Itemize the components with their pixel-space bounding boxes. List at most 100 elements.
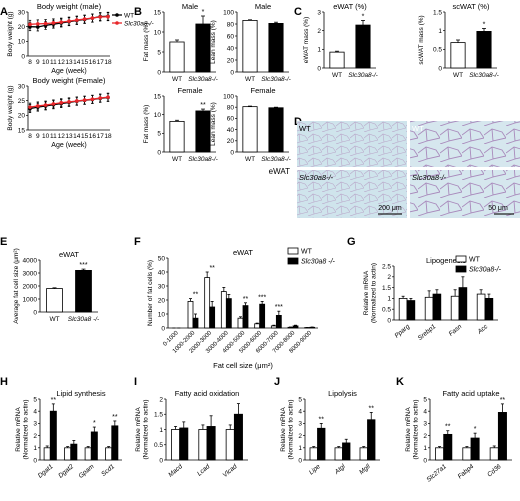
chart-b3: 0 5 10 15 Fat mass (%) Female WT ** Slc30a8-/- — [143, 86, 219, 163]
y-tick-label: 0 — [159, 457, 163, 464]
data-point — [98, 96, 102, 100]
x-tick-label: Slc30a8 -/- — [68, 316, 100, 323]
y-axis-label: Lean mass (%) — [210, 20, 217, 64]
y-tick-label: 1.5 — [382, 285, 391, 292]
bar — [179, 427, 189, 461]
y-tick-label: 0 — [33, 457, 37, 464]
bar — [268, 107, 284, 153]
y-tick-label: 0 — [387, 317, 391, 324]
x-tick-label: WT — [245, 76, 255, 83]
y-tick-label: 0 — [157, 149, 161, 156]
y-tick-label: 1 — [317, 47, 321, 54]
y-tick-label: 1000 — [23, 296, 38, 303]
bar — [450, 42, 466, 69]
data-point — [43, 21, 48, 26]
y-tick-label: 20 — [227, 138, 235, 145]
bar — [259, 303, 266, 329]
y-tick-label: 0 — [21, 53, 25, 60]
bar — [432, 293, 442, 321]
data-point — [36, 104, 40, 108]
y-tick-label: 60 — [227, 116, 235, 123]
y-tick-label: 3 — [423, 421, 427, 428]
x-tick-label: WT — [172, 76, 182, 83]
x-tick-label: 10 — [42, 133, 50, 140]
significance-mark: * — [202, 9, 205, 16]
bar — [220, 291, 227, 329]
y-tick-label: 20 — [227, 57, 235, 64]
panel-d-histology: WT WT Slc30a8-/- Slc30a8-/- eWAT 200 μm … — [269, 121, 520, 218]
x-tick-label: Lipe — [308, 463, 322, 477]
x-tick-label: Pparg — [393, 323, 411, 340]
bar — [64, 447, 72, 461]
y-tick-label: 10 — [18, 39, 26, 46]
bar — [270, 325, 277, 329]
y-tick-label: 0 — [230, 69, 234, 76]
bar — [233, 413, 243, 461]
data-point — [75, 18, 79, 22]
bar — [489, 447, 499, 461]
bar — [169, 41, 185, 73]
bar — [70, 443, 78, 461]
chart-title: Lipogenesis — [426, 256, 466, 265]
significance-mark: * — [474, 426, 477, 433]
y-tick-label: 15 — [154, 9, 162, 16]
x-tick-label: Dgat1 — [37, 463, 55, 480]
panel-letter: A — [0, 6, 8, 18]
bar — [225, 429, 235, 461]
data-point — [67, 100, 71, 104]
bar — [497, 412, 507, 461]
y-tick-label: 5 — [423, 396, 427, 403]
y-tick-label: 1 — [33, 445, 37, 452]
y-tick-label: 3 — [298, 421, 302, 428]
bar — [192, 317, 199, 329]
x-tick-label: Gpam — [77, 463, 96, 480]
x-tick-label: Atgl — [333, 463, 347, 477]
significance-mark: ** — [243, 296, 249, 303]
legend-label: WT — [301, 249, 313, 256]
x-tick-label: 14 — [73, 133, 81, 140]
x-tick-label: 13 — [65, 133, 73, 140]
y-axis-label: Relative mRNA(Normalized to actin) — [405, 400, 420, 460]
data-point — [28, 22, 32, 27]
chart-title: eWAT — [59, 250, 79, 259]
significance-mark: ** — [209, 265, 215, 272]
x-axis-label: Age (week) — [51, 142, 86, 149]
x-tick-label: 16 — [89, 133, 97, 140]
chart-title: Male — [255, 2, 271, 11]
bar — [209, 306, 216, 329]
bar — [90, 431, 98, 461]
chart-title: Fatty acid uptake — [442, 389, 499, 398]
bar — [462, 447, 472, 461]
chart-b4: 0 20 40 60 80 100 Lean mass (%) Female WT Slc30a8… — [210, 86, 292, 163]
data-point — [90, 97, 95, 101]
bar — [268, 22, 284, 73]
x-tick-label: Mgll — [358, 463, 372, 476]
bar — [458, 287, 468, 321]
chart-title: Female — [177, 86, 202, 95]
bar — [367, 419, 376, 461]
x-tick-label: Slc30a8-/- — [261, 156, 291, 163]
x-tick-label: Slc30a8-/- — [348, 72, 378, 79]
panel-letter: K — [396, 376, 404, 388]
bar — [204, 277, 211, 329]
y-tick-label: 15 — [154, 93, 162, 100]
legend-swatch — [455, 255, 467, 263]
x-tick-label: Fabp4 — [457, 463, 476, 480]
y-tick-label: 0 — [161, 325, 165, 332]
bar — [46, 288, 63, 313]
y-tick-label: 40 — [158, 269, 166, 276]
significance-mark: ** — [200, 102, 206, 109]
chart-title: scWAT (%) — [453, 2, 490, 11]
significance-mark: * — [483, 21, 486, 28]
chart-i: 0 0.5 1 1.5 2 Relative mRNA(Normalized to act… — [135, 389, 248, 479]
y-tick-label: 3000 — [23, 270, 38, 277]
y-tick-label: 4 — [423, 409, 427, 416]
x-tick-label: 9 — [36, 59, 40, 66]
bar — [484, 297, 494, 321]
significance-mark: *** — [275, 304, 283, 311]
chart-title: eWAT — [233, 248, 253, 257]
y-axis-label: Lean mass (%) — [210, 102, 217, 146]
bar — [470, 437, 480, 461]
